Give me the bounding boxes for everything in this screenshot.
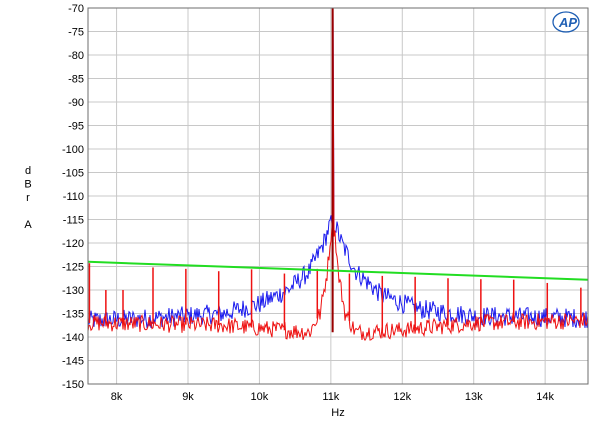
y-tick-label: -110 bbox=[63, 191, 84, 203]
x-tick-label: 12k bbox=[393, 391, 411, 403]
x-tick-label: 11k bbox=[322, 391, 339, 403]
y-axis-title-char: r bbox=[26, 192, 30, 204]
y-tick-label: -100 bbox=[62, 144, 84, 156]
y-tick-label: -95 bbox=[68, 121, 84, 133]
x-tick-labels: 8k 9k 10k 11k 12k 13k 14k bbox=[111, 391, 555, 403]
y-tick-label: -150 bbox=[62, 379, 84, 391]
y-tick-label: -125 bbox=[62, 262, 84, 274]
x-tick-label: 9k bbox=[182, 391, 194, 403]
y-axis-title: dBr A bbox=[24, 165, 32, 231]
y-tick-label: -145 bbox=[62, 356, 84, 368]
y-tick-label: -115 bbox=[63, 215, 84, 227]
y-tick-label: -135 bbox=[62, 309, 84, 321]
data-series bbox=[87, 7, 589, 342]
x-tick-label: 10k bbox=[251, 391, 269, 403]
y-tick-label: -80 bbox=[68, 50, 84, 62]
y-tick-label: -120 bbox=[62, 238, 84, 250]
y-tick-label: -85 bbox=[68, 74, 84, 86]
y-tick-label: -140 bbox=[62, 332, 84, 344]
x-tick-label: 13k bbox=[465, 391, 483, 403]
series-blue-trace bbox=[87, 7, 589, 329]
y-axis-title-char: A bbox=[24, 219, 32, 231]
x-tick-label: 14k bbox=[536, 391, 554, 403]
y-tick-label: -90 bbox=[68, 97, 84, 109]
plot-frame bbox=[87, 7, 589, 385]
series-red-trace bbox=[87, 7, 589, 342]
y-axis-title-char: B bbox=[24, 179, 31, 191]
y-tick-label: -75 bbox=[68, 27, 84, 39]
x-tick-label: 8k bbox=[111, 391, 123, 403]
y-tick-labels: -70 -75 -80 -85 -90 -95 -100 -105 -110 -115 -120 -1… bbox=[62, 3, 84, 391]
y-tick-label: -130 bbox=[62, 285, 84, 297]
y-axis-title-char: d bbox=[25, 165, 31, 177]
svg-text:AP: AP bbox=[558, 15, 577, 30]
series-green-line bbox=[87, 260, 589, 281]
ap-logo: AP bbox=[552, 11, 580, 33]
y-tick-label: -105 bbox=[62, 168, 84, 180]
x-axis-title: Hz bbox=[331, 407, 344, 419]
y-tick-label: -70 bbox=[68, 3, 84, 15]
gridlines bbox=[88, 7, 588, 385]
